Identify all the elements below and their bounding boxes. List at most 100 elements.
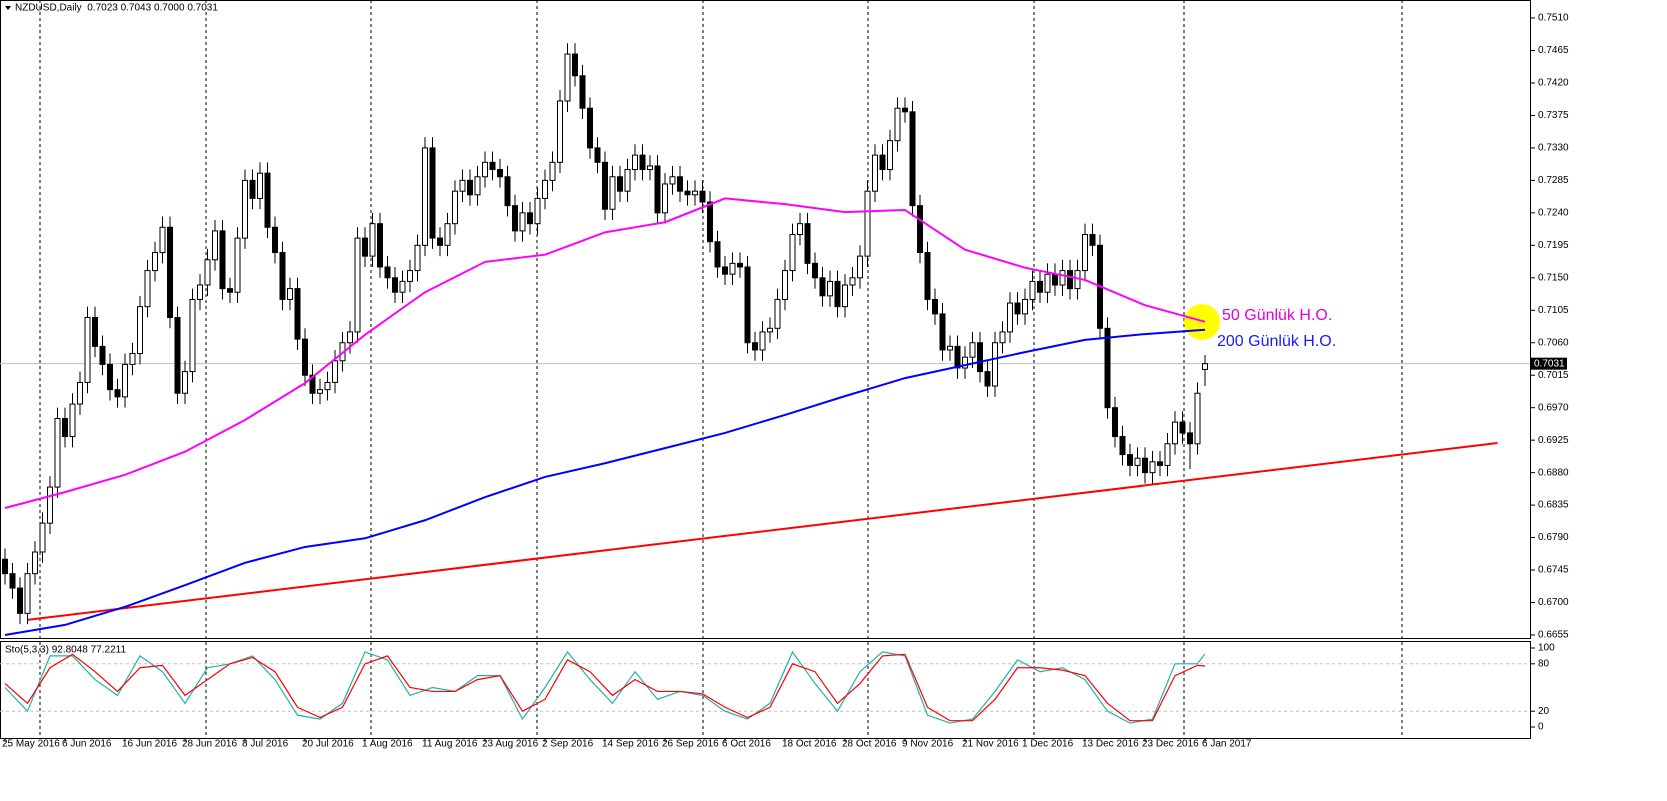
candle-body: [752, 342, 758, 351]
candle-body: [92, 316, 98, 347]
candle-body: [1149, 461, 1156, 474]
candle-body: [444, 223, 451, 246]
candle-body: [864, 190, 871, 257]
candle-body: [722, 266, 728, 275]
candle-body: [54, 418, 61, 488]
candle-body: [834, 280, 841, 308]
candle-body: [939, 313, 946, 351]
candle-body: [9, 573, 16, 589]
indicator-title: Sto(5,3,3) 92.8048 77.2211: [5, 645, 126, 656]
candle-body: [279, 252, 286, 300]
candle-body: [1029, 280, 1036, 300]
candle-body: [174, 316, 181, 394]
candle-body: [819, 277, 826, 297]
vertical-grid: [39, 0, 1403, 738]
candle-body: [872, 154, 878, 192]
candle-body: [887, 140, 893, 171]
candle-body: [1044, 273, 1051, 293]
x-tick-label: 18 Oct 2016: [782, 739, 837, 750]
price-label-box: [1531, 357, 1567, 370]
candle-body: [744, 266, 751, 344]
y-tick-label: 0.7195: [1538, 240, 1569, 251]
candle-body: [737, 262, 743, 268]
candle-body: [452, 190, 458, 225]
stochastic-line: [4, 653, 1206, 722]
candle-body: [294, 288, 301, 340]
candle-body: [902, 107, 908, 113]
candle-body: [1187, 432, 1193, 445]
candle-body: [549, 161, 556, 181]
candle-body: [999, 331, 1006, 344]
candle-body: [107, 363, 113, 391]
x-tick-label: 26 Sep 2016: [662, 739, 719, 750]
candle-body: [474, 176, 481, 196]
candle-body: [122, 363, 128, 398]
candle-body: [782, 270, 788, 300]
candle-body: [572, 53, 578, 77]
candle-body: [1157, 461, 1163, 466]
x-tick-label: 23 Aug 2016: [482, 739, 539, 750]
candle-body: [804, 223, 811, 264]
candle-body: [699, 190, 706, 203]
candle-body: [519, 212, 526, 232]
candle-body: [114, 389, 121, 398]
candle-body: [399, 280, 406, 293]
candle-body: [774, 298, 781, 329]
candle-body: [594, 147, 601, 163]
candle-body: [684, 190, 691, 196]
candle-body: [917, 205, 923, 254]
candle-body: [414, 244, 421, 272]
x-tick-label: 28 Oct 2016: [842, 739, 897, 750]
x-tick-label: 1 Aug 2016: [362, 739, 413, 750]
candle-body: [39, 522, 46, 553]
candle-body: [167, 226, 173, 318]
y-tick-label: 0.6745: [1538, 565, 1569, 576]
x-tick-label: 23 Dec 2016: [1142, 739, 1199, 750]
y-tick-label: 0.7285: [1538, 175, 1569, 186]
candle-body: [512, 205, 518, 232]
candle-body: [557, 100, 563, 163]
candle-body: [47, 486, 53, 524]
candle-body: [1127, 454, 1133, 466]
y-tick-label: 0: [1538, 722, 1544, 733]
candle-body: [24, 573, 31, 614]
candle-body: [1022, 298, 1028, 315]
candle-body: [302, 338, 308, 376]
menu-icon: [5, 6, 11, 10]
candle-body: [849, 277, 856, 286]
candle-body: [542, 179, 548, 199]
candle-body: [62, 418, 68, 438]
candle-body: [767, 327, 773, 333]
candle-body: [1089, 233, 1096, 246]
y-tick-label: 0.7375: [1538, 110, 1569, 121]
y-tick-label: 0.6700: [1538, 597, 1569, 608]
candle-body: [564, 53, 571, 102]
candle-body: [827, 280, 833, 297]
candle-body: [662, 183, 668, 214]
candle-body: [152, 252, 158, 272]
candle-body: [707, 201, 713, 243]
candle-body: [429, 147, 436, 239]
y-tick-label: 0.6835: [1538, 500, 1569, 511]
candle-body: [1172, 421, 1178, 445]
candle-body: [99, 345, 106, 365]
y-tick-label: 20: [1538, 706, 1550, 717]
candle-body: [144, 270, 151, 308]
y-tick-label: 0.7105: [1538, 305, 1569, 316]
candle-body: [504, 176, 511, 207]
candle-body: [324, 381, 331, 391]
candle-body: [2, 558, 8, 575]
x-tick-label: 6 Oct 2016: [722, 739, 771, 750]
y-tick-label: 0.7420: [1538, 78, 1569, 89]
candle-body: [984, 371, 991, 387]
candle-body: [234, 237, 241, 293]
candle-body: [497, 169, 503, 178]
candle-body: [377, 223, 383, 268]
y-tick-label: 0.7240: [1538, 207, 1569, 218]
candle-body: [264, 172, 271, 228]
candle-body: [1014, 302, 1021, 315]
candle-body: [422, 147, 428, 246]
y-tick-label: 0.7510: [1538, 13, 1569, 24]
price-label: 0.7031: [1534, 358, 1565, 369]
